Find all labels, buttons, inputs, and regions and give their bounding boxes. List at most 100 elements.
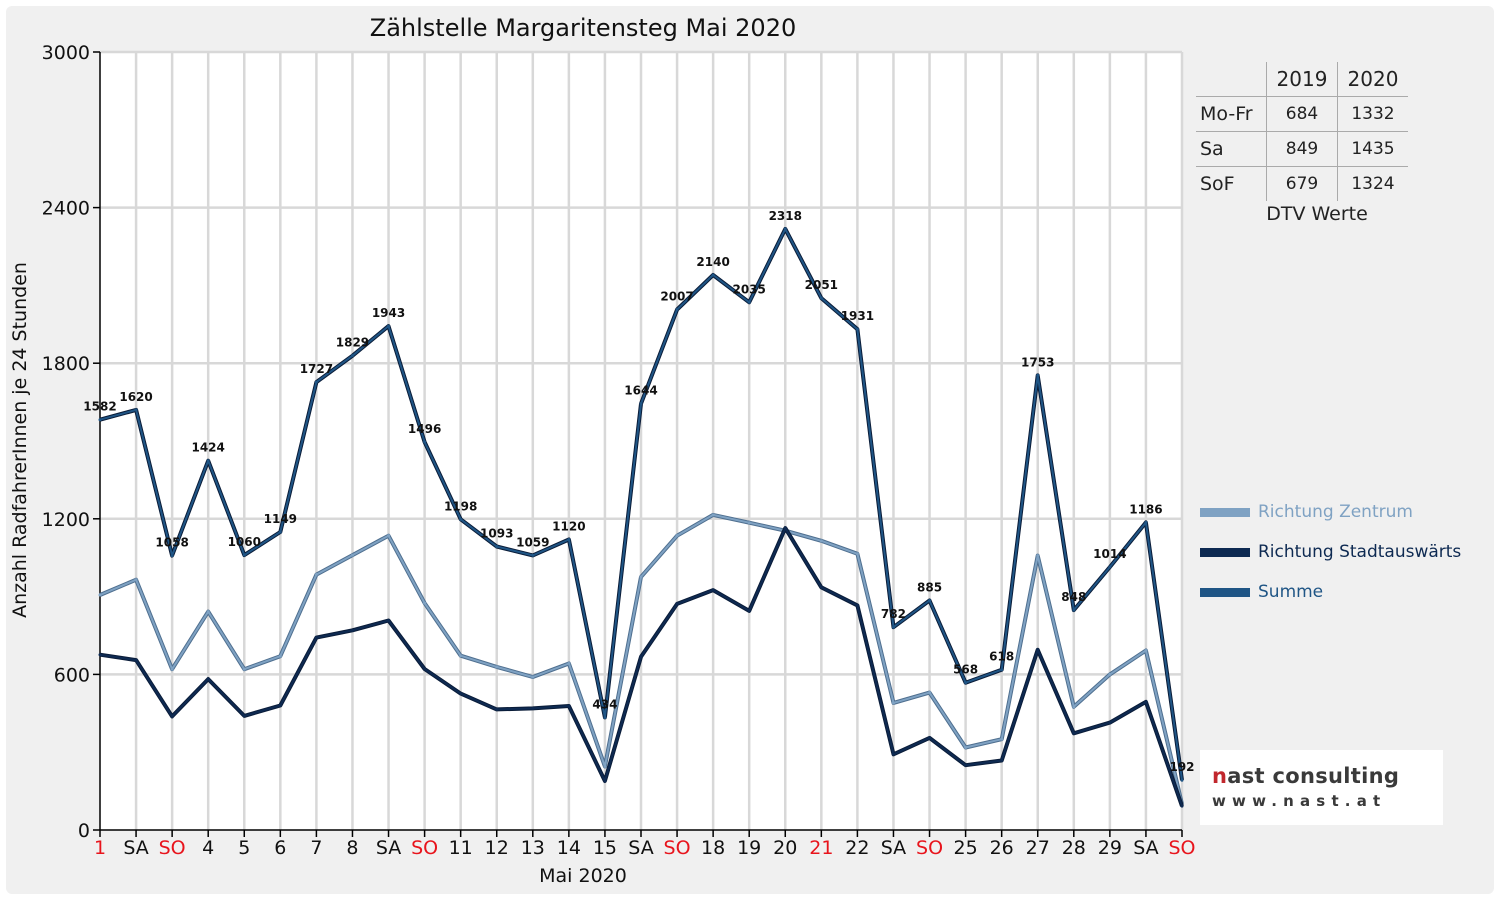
x-tick-label: 19 — [737, 837, 761, 859]
data-label: 1186 — [1129, 502, 1162, 516]
data-point — [639, 575, 643, 579]
x-tick-label: 28 — [1062, 837, 1086, 859]
data-point — [495, 545, 499, 549]
data-label: 2007 — [660, 290, 693, 304]
x-tick-label: 27 — [1026, 837, 1050, 859]
data-point — [1036, 648, 1040, 652]
dtv-table: 2019 2020 Mo-Fr 684 1332 Sa 849 1435 SoF… — [1196, 62, 1414, 225]
data-point — [675, 534, 679, 538]
data-point — [567, 662, 571, 666]
dtv-header-empty — [1196, 62, 1267, 97]
data-point — [387, 618, 391, 622]
legend-swatch — [1200, 547, 1250, 557]
series — [98, 226, 1184, 808]
data-point — [819, 296, 823, 300]
legend-swatch — [1200, 587, 1250, 597]
data-point — [1144, 700, 1148, 704]
x-tick-label: 6 — [274, 837, 286, 859]
x-tick-label: 29 — [1098, 837, 1122, 859]
data-point — [459, 692, 463, 696]
data-label: 1943 — [372, 306, 405, 320]
data-point — [242, 667, 246, 671]
data-point — [1180, 778, 1184, 782]
data-point — [1072, 705, 1076, 709]
data-point — [855, 552, 859, 556]
data-label: 1058 — [155, 536, 188, 550]
data-point — [964, 681, 968, 685]
y-tick-label: 1200 — [42, 509, 90, 531]
data-point — [928, 736, 932, 740]
x-tick-label: 8 — [346, 837, 358, 859]
data-label: 1496 — [408, 422, 441, 436]
data-label: 848 — [1061, 590, 1086, 604]
data-label: 1644 — [624, 384, 657, 398]
dtv-row-label: Sa — [1196, 131, 1267, 167]
axes: 0 600 1200 1800 2400 3000 1 SA SO 4 5 6 7 8 SA SO 11 12 13… — [42, 42, 1196, 859]
data-point — [1180, 804, 1184, 808]
x-tick-label: SA — [376, 837, 401, 859]
data-point — [1072, 731, 1076, 735]
dtv-caption: DTV Werte — [1266, 203, 1368, 225]
data-label: 885 — [917, 580, 942, 594]
data-point — [639, 655, 643, 659]
legend-label: Richtung Zentrum — [1258, 502, 1413, 522]
data-point — [783, 526, 787, 530]
data-point — [423, 440, 427, 444]
data-point — [206, 677, 210, 681]
data-point — [603, 764, 607, 768]
data-point — [423, 601, 427, 605]
data-label: 1727 — [300, 362, 333, 376]
data-point — [278, 530, 282, 534]
data-point — [567, 538, 571, 542]
data-label: 1120 — [552, 520, 585, 534]
data-point — [98, 418, 102, 422]
y-tick-label: 3000 — [42, 42, 90, 64]
y-tick-label: 2400 — [42, 198, 90, 220]
data-point — [387, 534, 391, 538]
x-tick-label: SO — [916, 837, 943, 859]
data-point — [1000, 758, 1004, 762]
data-point — [891, 625, 895, 629]
data-point — [603, 779, 607, 783]
data-label: 618 — [989, 650, 1014, 664]
x-axis-title: Mai 2020 — [539, 865, 627, 887]
legend-item-stadtauswaerts: Richtung Stadtauswärts — [1200, 532, 1461, 572]
data-point — [531, 675, 535, 679]
data-point — [170, 667, 174, 671]
data-point — [459, 517, 463, 521]
data-point — [1108, 672, 1112, 676]
data-label: 1753 — [1021, 355, 1054, 369]
data-label: 2035 — [732, 282, 765, 296]
legend-item-zentrum: Richtung Zentrum — [1200, 492, 1461, 532]
data-point — [711, 513, 715, 517]
dtv-value-2020: 1332 — [1337, 96, 1408, 132]
data-point — [747, 609, 751, 613]
data-label: 2140 — [696, 255, 729, 269]
legend-label: Summe — [1258, 582, 1324, 602]
data-label: 434 — [592, 697, 617, 711]
data-point — [170, 714, 174, 718]
data-point — [314, 573, 318, 577]
data-label: 1060 — [228, 535, 261, 549]
data-label: 2051 — [805, 278, 838, 292]
data-label: 1093 — [480, 527, 513, 541]
x-tick-label: SO — [159, 837, 186, 859]
x-tick-label: 4 — [202, 837, 214, 859]
data-point — [350, 553, 354, 557]
x-tick-label: 15 — [593, 837, 617, 859]
x-tick-label: 21 — [809, 837, 833, 859]
data-point — [1144, 649, 1148, 653]
data-point — [350, 628, 354, 632]
x-tick-label: 13 — [521, 837, 545, 859]
dtv-value-2020: 1435 — [1337, 131, 1408, 167]
data-point — [314, 380, 318, 384]
data-point — [603, 715, 607, 719]
x-tick-label: 22 — [845, 837, 869, 859]
dtv-value-2020: 1324 — [1337, 166, 1408, 201]
y-tick-label: 1800 — [42, 353, 90, 375]
data-point — [387, 324, 391, 328]
data-point — [1000, 668, 1004, 672]
data-label: 1149 — [264, 512, 297, 526]
